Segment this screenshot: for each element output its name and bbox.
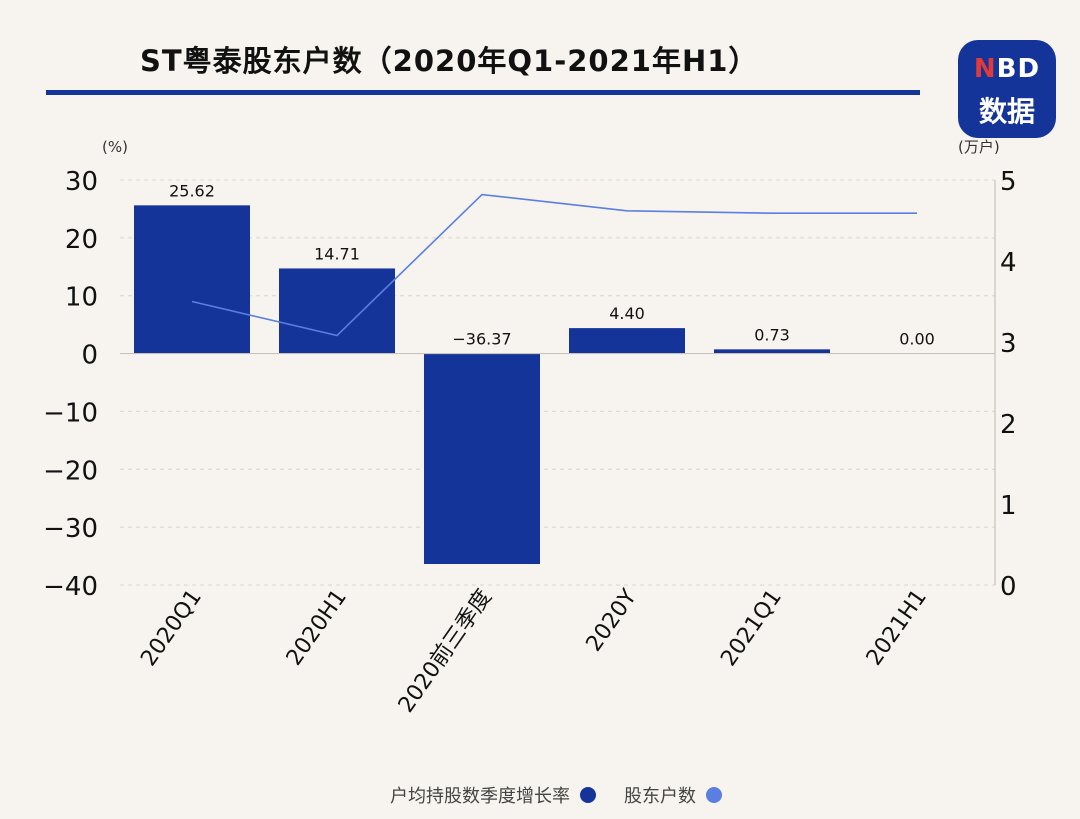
bar-value-label: −36.37 [452,330,511,349]
bar-value-label: 25.62 [169,181,215,200]
category-label: 2020Y [582,585,643,657]
chart-title: ST粤泰股东户数（2020年Q1-2021年H1） [140,44,759,78]
left-tick-label: 0 [81,341,98,371]
nbd-logo: NBD 数据 [958,40,1056,138]
left-tick-label: 20 [65,225,98,255]
right-tick-label: 5 [1000,167,1017,197]
bar [714,349,830,354]
right-tick-label: 2 [1000,410,1017,440]
left-tick-label: 10 [65,283,98,313]
legend: 户均持股数季度增长率 股东户数 [390,782,750,808]
right-tick-label: 0 [1000,572,1017,602]
line-series-shareholders [191,193,917,337]
logo-text-bottom: 数据 [978,95,1035,128]
bar-value-label: 14.71 [314,244,360,263]
left-tick-label: −40 [43,572,98,602]
title-underline [46,90,920,95]
right-axis-unit: (万户) [958,138,1000,156]
category-label: 2020Q1 [136,585,207,671]
category-label: 2020H1 [282,585,352,670]
bar [134,205,250,354]
right-tick-label: 1 [1000,491,1017,521]
bar [569,328,685,354]
bar [424,353,540,564]
bar-value-label: 4.40 [609,304,645,323]
bar-value-label: 0.73 [754,325,790,344]
legend-label-bar: 户均持股数季度增长率 [390,786,570,807]
right-tick-label: 3 [1000,329,1017,359]
legend-swatch-line [706,787,722,803]
category-label: 2021Q1 [716,585,787,671]
category-label: 2020前三季度 [394,585,497,717]
left-tick-label: −30 [43,514,98,544]
logo-text-top: NBD [973,54,1041,84]
left-tick-label: −10 [43,398,98,428]
bar [279,268,395,354]
left-tick-label: −20 [43,456,98,486]
left-axis-unit: (%) [102,138,128,156]
left-tick-label: 30 [65,167,98,197]
right-tick-label: 4 [1000,248,1017,278]
legend-swatch-bar [580,787,596,803]
category-label: 2021H1 [862,585,932,670]
legend-label-line: 股东户数 [624,786,696,807]
bar-value-label: 0.00 [899,330,935,349]
